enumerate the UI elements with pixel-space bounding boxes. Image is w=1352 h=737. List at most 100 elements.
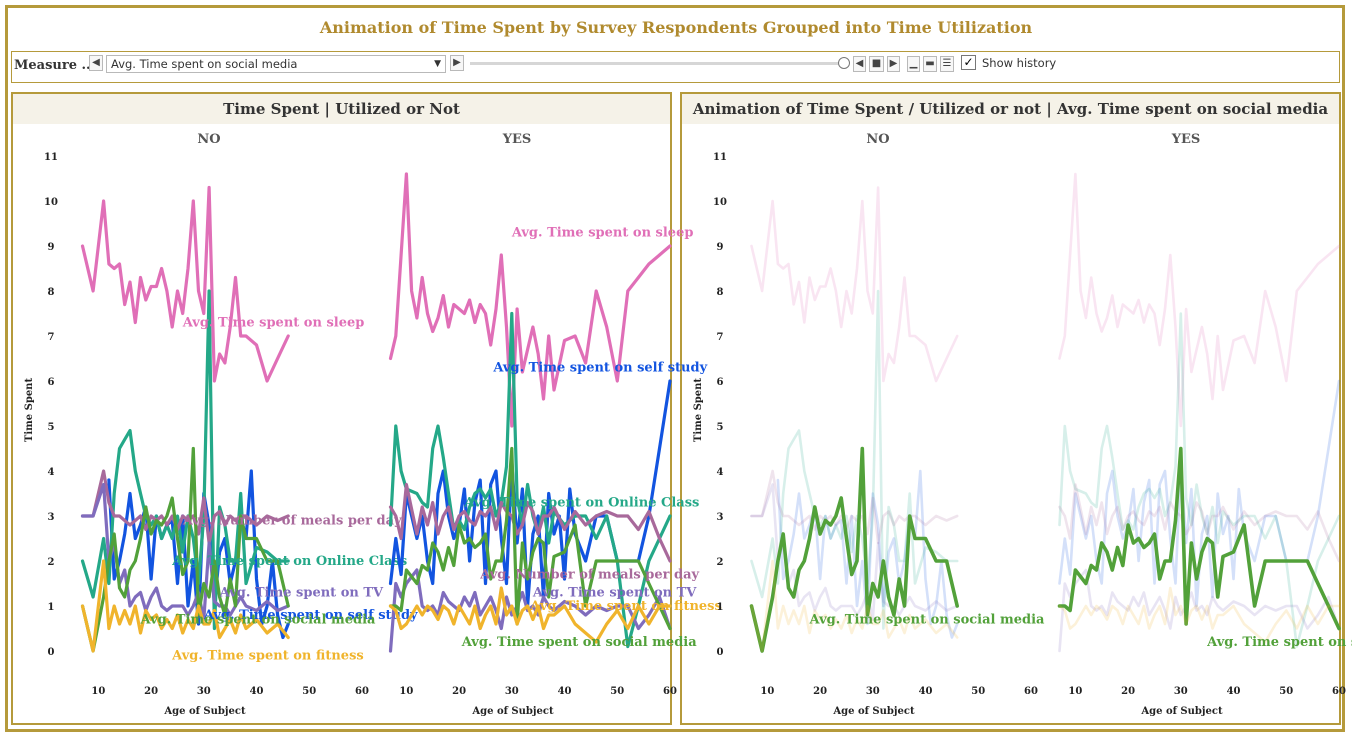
series-line-self-study [388, 379, 672, 608]
y-tick-label: 6 [717, 377, 724, 388]
x-tick-label: 20 [1121, 686, 1135, 697]
y-tick-label: 7 [717, 332, 724, 343]
x-tick-label: 10 [91, 686, 105, 697]
y-tick-label: 7 [48, 332, 55, 343]
y-tick-label: 6 [48, 377, 55, 388]
series-label-meals: Avg. Number of meals per day [479, 568, 699, 583]
dropdown-arrow-icon: ▼ [434, 59, 441, 69]
series-label-meals: Avg. Number of meals per day [182, 514, 402, 529]
series-line-tv [750, 483, 959, 621]
x-tick-label: 20 [452, 686, 466, 697]
panel-title: Animation of Time Spent / Utilized or no… [682, 94, 1339, 124]
series-label-fitness: Avg. Time spent on fitness [171, 649, 364, 664]
y-tick-label: 3 [717, 512, 724, 523]
y-tick-label: 5 [48, 422, 55, 433]
panel-title: Time Spent | Utilized or Not [13, 94, 670, 124]
x-tick-label: 30 [197, 686, 211, 697]
x-tick-label: 20 [813, 686, 827, 697]
measure-select[interactable]: Avg. Time spent on social media ▼ [106, 55, 446, 73]
series-line-sleep [750, 186, 959, 383]
series-label-online-class: Avg. Time spent on Online Class [171, 554, 407, 569]
series-line-sleep [1058, 172, 1341, 428]
series-line-meals [80, 469, 290, 545]
series-label-tv: Avg. Time spent on TV [219, 586, 384, 601]
x-tick-label: 10 [399, 686, 413, 697]
series-line-self-study [1058, 379, 1341, 608]
x-tick-label: 60 [355, 686, 369, 697]
speed-medium-button[interactable]: ▬ [923, 56, 937, 72]
x-tick-label: 50 [610, 686, 624, 697]
next-measure-button[interactable]: ▶ [450, 55, 464, 71]
series-label-fitness: Avg. Time spent on fitness [529, 599, 722, 614]
facet-header: YES [1171, 132, 1201, 147]
x-tick-label: 60 [1332, 686, 1346, 697]
panel-animation: Animation of Time Spent / Utilized or no… [680, 92, 1341, 725]
y-tick-label: 2 [48, 557, 55, 568]
y-tick-label: 8 [48, 287, 55, 298]
prev-measure-button[interactable]: ◀ [89, 55, 103, 71]
x-tick-label: 60 [1024, 686, 1038, 697]
series-line-tv [1058, 568, 1341, 653]
y-tick-label: 0 [717, 647, 724, 658]
series-line-self-study [107, 469, 290, 640]
y-tick-label: 5 [717, 422, 724, 433]
series-line-sleep [388, 172, 672, 428]
series-line-meals [1058, 483, 1341, 563]
x-tick-label: 40 [919, 686, 933, 697]
step-forward-button[interactable]: ▶ [887, 56, 900, 72]
series-label-social-media: Avg. Time spent on social media [461, 635, 698, 650]
measure-slider-track[interactable] [470, 62, 845, 65]
series-line-online-class [80, 289, 290, 631]
y-tick-label: 4 [717, 467, 724, 478]
series-line-online-class [1058, 312, 1341, 648]
dashboard-title: Animation of Time Spent by Survey Respon… [319, 18, 1033, 37]
y-tick-label: 10 [44, 197, 58, 208]
x-tick-label: 40 [250, 686, 264, 697]
series-line-self-study [776, 469, 959, 639]
x-tick-label: 40 [558, 686, 572, 697]
y-tick-label: 10 [713, 197, 727, 208]
series-label-self-study: Avg. Time spent on self study [492, 361, 707, 376]
series-line-online-class [750, 289, 959, 630]
x-axis-label: Age of Subject [832, 706, 915, 717]
facet-header: YES [502, 132, 532, 147]
series-line-fitness [750, 559, 959, 653]
measure-slider-handle[interactable] [838, 57, 850, 69]
show-history-checkbox[interactable]: ✓ [961, 55, 976, 70]
series-label-self-study: Avg. Time spent on self study [203, 608, 418, 623]
x-tick-label: 10 [760, 686, 774, 697]
measure-select-value: Avg. Time spent on social media [111, 57, 298, 71]
show-history-label: Show history [982, 56, 1057, 70]
x-tick-label: 50 [1279, 686, 1293, 697]
step-back-button[interactable]: ◀ [853, 56, 866, 72]
y-tick-label: 9 [717, 242, 724, 253]
measure-label: Measure .. [14, 58, 91, 73]
stop-button[interactable]: ■ [869, 56, 884, 72]
x-axis-label: Age of Subject [471, 706, 554, 717]
series-line-tv [80, 482, 290, 622]
series-line-social-media [1057, 446, 1341, 631]
x-tick-label: 30 [866, 686, 880, 697]
facet-header: NO [197, 132, 220, 147]
y-axis-label: Time Spent [24, 378, 35, 443]
y-axis-label: Time Spent [693, 378, 704, 443]
x-tick-label: 60 [663, 686, 677, 697]
dashboard-frame [5, 5, 1345, 732]
x-tick-label: 50 [971, 686, 985, 697]
facet-header: NO [866, 132, 889, 147]
series-line-social-media [80, 446, 290, 653]
speed-slow-button[interactable]: ▁ [907, 56, 920, 72]
y-tick-label: 11 [44, 152, 58, 163]
speed-fast-button[interactable]: ☰ [940, 56, 954, 72]
series-line-social-media [388, 446, 672, 631]
x-tick-label: 50 [302, 686, 316, 697]
series-label-social-media: Avg. Time spent on social media [1206, 635, 1352, 650]
series-line-fitness [388, 586, 672, 644]
y-tick-label: 9 [48, 242, 55, 253]
series-line-fitness [80, 559, 290, 653]
series-line-tv [388, 568, 672, 653]
series-label-sleep: Avg. Time spent on sleep [182, 316, 365, 331]
series-line-social-media [749, 446, 960, 653]
y-tick-label: 0 [48, 647, 55, 658]
